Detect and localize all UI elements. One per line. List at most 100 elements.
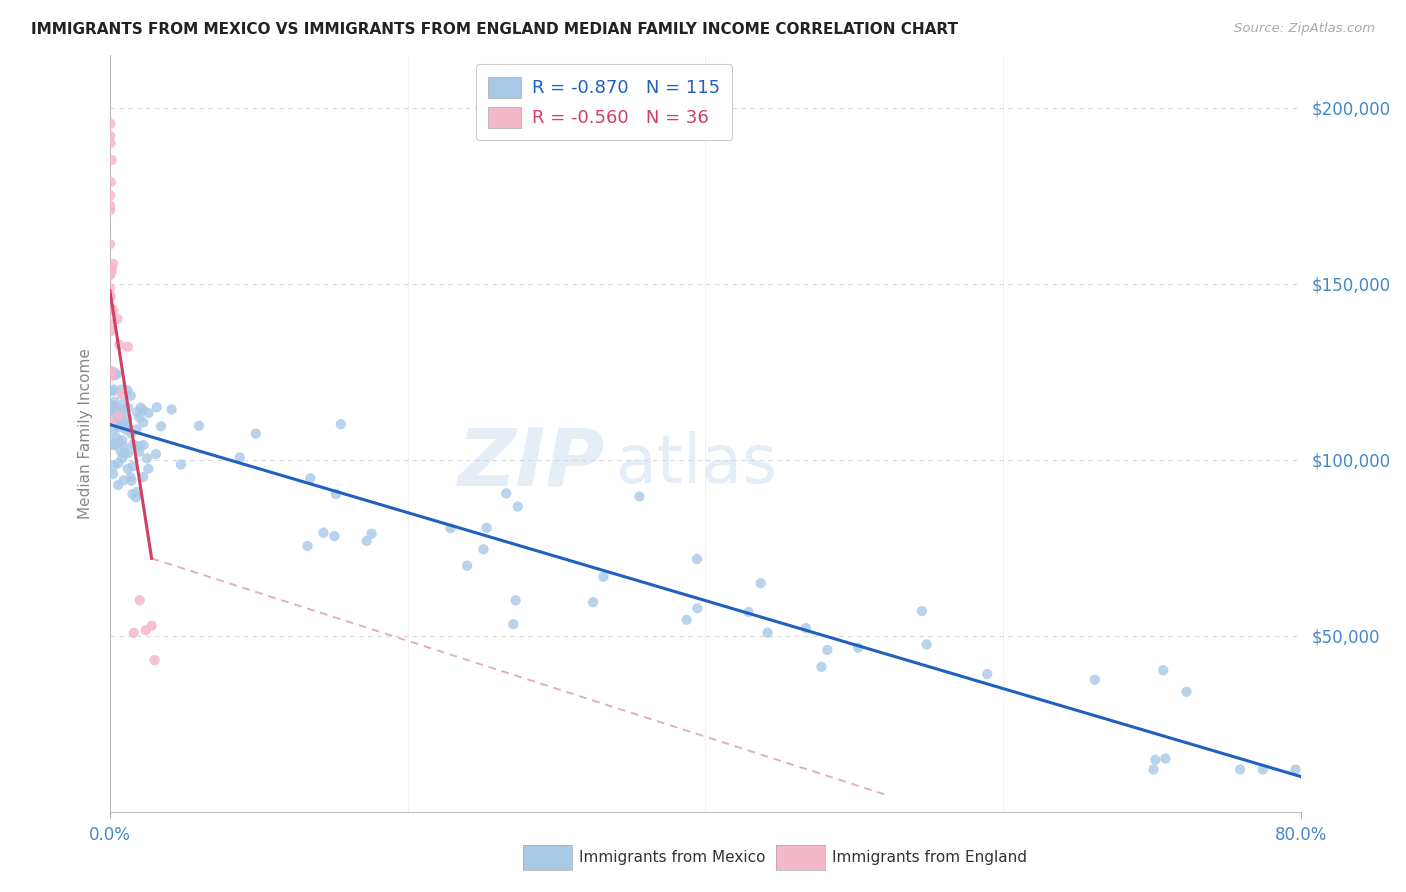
Point (108, 420, 131, 434)
Point (125, 423, 148, 437)
Point (98, 202, 121, 217)
Point (111, 387, 134, 401)
Point (98, 317, 121, 331)
Point (112, 417, 135, 431)
Text: Immigrants from Mexico: Immigrants from Mexico (579, 850, 765, 864)
Point (101, 399, 124, 413)
Point (495, 486, 517, 500)
Point (815, 643, 838, 657)
Point (846, 640, 869, 655)
Point (98, 268, 121, 282)
Point (120, 426, 142, 441)
Point (502, 617, 524, 632)
Point (756, 625, 779, 640)
Point (117, 384, 139, 398)
Point (112, 446, 135, 460)
Point (103, 368, 125, 382)
Point (101, 384, 124, 399)
Legend: R = -0.870   N = 115, R = -0.560   N = 36: R = -0.870 N = 115, R = -0.560 N = 36 (475, 64, 733, 140)
Point (101, 257, 124, 271)
Point (100, 175, 122, 189)
Point (117, 462, 139, 476)
Point (135, 624, 157, 638)
Point (323, 529, 346, 543)
Point (1284, 763, 1306, 777)
Point (104, 405, 127, 419)
Point (101, 423, 124, 437)
Point (122, 437, 145, 451)
Point (111, 434, 134, 448)
Point (98, 302, 121, 317)
Point (1175, 685, 1198, 699)
Point (229, 450, 252, 465)
Point (104, 394, 127, 409)
Point (1144, 753, 1167, 767)
Point (120, 470, 142, 484)
Point (1142, 763, 1164, 777)
Point (98, 304, 121, 318)
Point (103, 383, 125, 397)
Point (675, 613, 697, 627)
Point (111, 383, 134, 397)
Point (128, 444, 150, 458)
Point (121, 474, 143, 488)
Point (117, 411, 139, 425)
Point (628, 490, 651, 504)
Point (112, 397, 135, 411)
Point (98, 199, 121, 213)
Point (98, 129, 121, 144)
Point (105, 414, 128, 428)
Point (98, 237, 121, 252)
Y-axis label: Median Family Income: Median Family Income (79, 348, 93, 519)
Point (98, 290, 121, 304)
Point (146, 401, 169, 415)
Point (112, 440, 135, 454)
Point (103, 303, 125, 318)
Point (101, 467, 124, 481)
Text: Source: ZipAtlas.com: Source: ZipAtlas.com (1234, 22, 1375, 36)
Point (98, 188, 121, 202)
Point (101, 302, 124, 317)
Point (911, 604, 934, 618)
Point (505, 593, 527, 607)
Point (128, 593, 150, 607)
Point (976, 667, 998, 681)
Point (105, 431, 128, 445)
Point (132, 416, 155, 430)
Point (125, 405, 148, 419)
Point (686, 601, 709, 615)
Point (101, 261, 124, 276)
Point (128, 439, 150, 453)
Point (138, 406, 160, 420)
Text: ZIP: ZIP (457, 425, 605, 503)
Point (107, 413, 129, 427)
Text: Immigrants from England: Immigrants from England (832, 850, 1026, 864)
Point (297, 539, 319, 553)
Point (439, 521, 461, 535)
Point (141, 619, 163, 633)
Point (107, 404, 129, 418)
Point (127, 484, 149, 499)
Point (105, 312, 128, 326)
Point (915, 637, 938, 651)
Point (117, 446, 139, 460)
Point (103, 437, 125, 451)
Point (472, 542, 495, 557)
Point (100, 153, 122, 167)
Point (245, 426, 267, 441)
Point (108, 435, 131, 450)
Text: IMMIGRANTS FROM MEXICO VS IMMIGRANTS FROM ENGLAND MEDIAN FAMILY INCOME CORRELATI: IMMIGRANTS FROM MEXICO VS IMMIGRANTS FRO… (31, 22, 957, 37)
Point (110, 405, 132, 419)
Point (103, 398, 125, 412)
Point (1084, 673, 1107, 687)
Point (110, 444, 132, 458)
Point (1229, 763, 1251, 777)
Point (98, 364, 121, 378)
Point (1154, 751, 1177, 765)
Point (121, 459, 143, 474)
Point (329, 417, 352, 432)
Point (107, 478, 129, 492)
Point (98, 117, 121, 131)
Point (111, 451, 134, 466)
Point (312, 525, 335, 540)
